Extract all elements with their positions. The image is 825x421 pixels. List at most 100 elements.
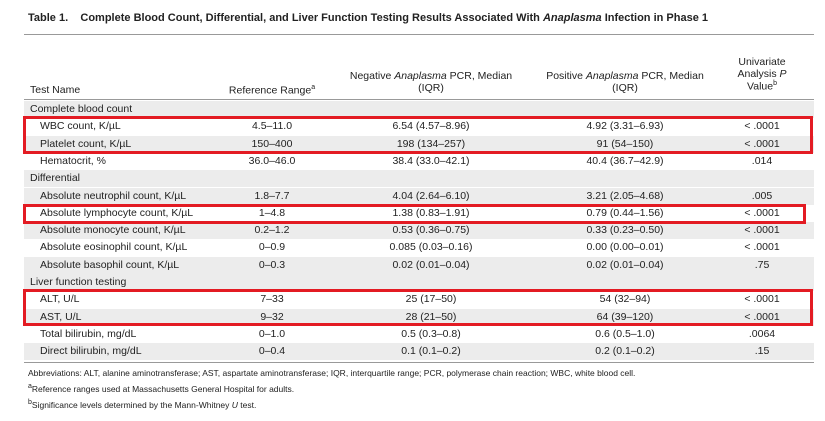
section-title: Complete blood count	[30, 103, 133, 115]
table-cell: 0.2 (0.1–0.2)	[595, 345, 655, 358]
table-cell: < .0001	[744, 293, 780, 306]
table-cell: Direct bilirubin, mg/dL	[40, 345, 142, 358]
table-cell: 36.0–46.0	[248, 154, 296, 167]
table-cell: Absolute lymphocyte count, K/µL	[40, 206, 194, 219]
highlight-box	[23, 289, 813, 326]
header-text: PCR, Median	[638, 70, 704, 82]
table-cell: 0.33 (0.23–0.50)	[586, 224, 664, 237]
section-row	[24, 170, 814, 188]
table-row	[24, 256, 814, 274]
table-cell: 25 (17–50)	[405, 293, 457, 306]
table-cell: Total bilirubin, mg/dL	[40, 327, 137, 340]
header-cell: Univariate Analysis P Valueb	[737, 56, 786, 93]
table-cell: 4.04 (2.64–6.10)	[392, 189, 470, 202]
table-cell: 1.8–7.7	[254, 189, 290, 202]
header-text: Reference Range	[228, 84, 312, 97]
table-cell: Absolute eosinophil count, K/µL	[40, 241, 188, 254]
table-cell: Platelet count, K/µL	[40, 137, 132, 150]
table-cell: 0.5 (0.3–0.8)	[401, 327, 461, 340]
table-row	[24, 187, 814, 205]
table-cell: Absolute neutrophil count, K/µL	[40, 189, 187, 202]
table-cell: 91 (54–150)	[596, 137, 654, 150]
table-cell: .15	[754, 345, 770, 358]
header-cell: Positive Anaplasma PCR, Median (IQR)	[546, 70, 704, 94]
table-cell: 0.79 (0.44–1.56)	[586, 206, 664, 219]
header-text: PCR, Median	[446, 70, 513, 82]
footnote: aReference ranges used at Massachusetts …	[28, 383, 294, 394]
superscript: b	[773, 80, 777, 87]
footnote-italic: U	[231, 399, 238, 410]
table-cell: 40.4 (36.7–42.9)	[586, 154, 664, 167]
superscript: a	[311, 84, 316, 91]
header-text: (IQR)	[418, 82, 444, 94]
table-cell: .75	[754, 258, 770, 271]
highlight-box	[23, 204, 806, 224]
table-cell: AST, U/L	[40, 310, 82, 323]
footnote: bSignificance levels determined by the M…	[28, 399, 256, 410]
table-cell: 0.6 (0.5–1.0)	[595, 327, 655, 340]
table-cell: .0064	[748, 327, 776, 340]
table-title: Table 1. Complete Blood Count, Different…	[28, 12, 708, 24]
header-text: Positive	[546, 70, 586, 82]
table-cell: 54 (32–94)	[599, 293, 651, 306]
table-cell: 4.92 (3.31–6.93)	[586, 120, 664, 133]
footnote-text: Significance levels determined by the Ma…	[31, 399, 232, 410]
title-italic: Anaplasma	[542, 12, 602, 24]
header-cell: Negative Anaplasma PCR, Median (IQR)	[350, 70, 512, 94]
table-cell: Hematocrit, %	[40, 154, 106, 167]
table-cell: WBC count, K/µL	[40, 120, 121, 133]
table-cell: < .0001	[744, 137, 780, 150]
table-cell: 0–0.9	[258, 241, 286, 254]
section-title: Differential	[30, 172, 80, 185]
header-cell: Test Name	[30, 84, 81, 96]
section-title: Liver function testing	[30, 276, 127, 288]
header-italic: Anaplasma	[585, 70, 639, 82]
table-row	[24, 222, 814, 240]
table-cell: 0–1.0	[258, 327, 286, 340]
rule	[24, 99, 814, 100]
table-cell: < .0001	[744, 206, 780, 219]
table-cell: 6.54 (4.57–8.96)	[392, 120, 470, 133]
table-cell: Absolute basophil count, K/µL	[40, 258, 180, 271]
header-text: Negative	[349, 70, 395, 82]
table-cell: 9–32	[260, 310, 284, 323]
table-cell: 64 (39–120)	[596, 310, 654, 323]
header-italic: Anaplasma	[394, 70, 447, 82]
table-cell: 0.2–1.2	[254, 224, 290, 237]
footnote-text: Reference ranges used at Massachusetts G…	[31, 383, 295, 394]
table-cell: 0–0.4	[258, 345, 286, 358]
table-label: Table 1.	[28, 12, 69, 24]
table-cell: 0.02 (0.01–0.04)	[392, 258, 470, 271]
header-text: Value	[747, 80, 774, 93]
table-cell: 3.21 (2.05–4.68)	[586, 189, 664, 202]
table-cell: 0.02 (0.01–0.04)	[586, 258, 664, 271]
header-text: Analysis	[737, 68, 780, 80]
table-cell: 1–4.8	[258, 206, 286, 219]
title-text: Infection in Phase 1	[601, 12, 708, 24]
section-row	[24, 101, 814, 118]
table-cell: 0.1 (0.1–0.2)	[401, 345, 461, 358]
footnote: Abbreviations: ALT, alanine aminotransfe…	[28, 368, 636, 378]
table-cell: ALT, U/L	[40, 293, 80, 306]
header-italic: P	[779, 68, 787, 80]
highlight-box	[23, 116, 813, 154]
table-row	[24, 308, 814, 326]
header-text: (IQR)	[612, 82, 638, 94]
rule	[24, 34, 814, 35]
table-cell: 7–33	[260, 293, 284, 306]
table-cell: 28 (21–50)	[405, 310, 457, 323]
title-text: Complete Blood Count, Differential, and …	[80, 12, 543, 24]
table-cell: < .0001	[744, 120, 780, 133]
footnote-text: test.	[237, 399, 257, 410]
table-cell: < .0001	[744, 241, 780, 254]
table-cell: < .0001	[744, 310, 780, 323]
table-row	[24, 343, 814, 361]
table-cell: 150–400	[251, 137, 293, 150]
superscript: a	[28, 383, 32, 390]
table-cell: 38.4 (33.0–42.1)	[392, 154, 470, 167]
header-cell: Reference Rangea	[229, 84, 315, 97]
table-cell: < .0001	[744, 224, 780, 237]
table-cell: 0–0.3	[258, 258, 286, 271]
table-cell: 0.53 (0.36–0.75)	[392, 224, 470, 237]
